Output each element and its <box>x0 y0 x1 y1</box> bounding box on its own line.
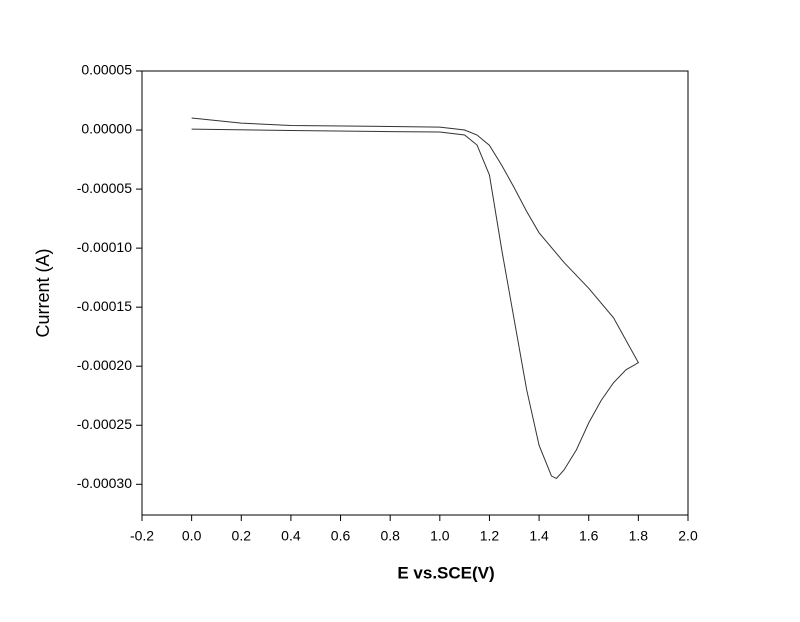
y-tick-label: 0.00000 <box>81 121 132 137</box>
x-tick-label: 1.6 <box>579 528 599 544</box>
x-tick-label: 1.0 <box>430 528 450 544</box>
x-tick-label: 0.6 <box>331 528 351 544</box>
x-axis-label: E vs.SCE(V) <box>397 563 494 582</box>
x-tick-label: 0.4 <box>281 528 301 544</box>
y-tick-label: -0.00010 <box>77 239 132 255</box>
y-tick-label: -0.00005 <box>77 180 132 196</box>
x-tick-label: 0.0 <box>182 528 202 544</box>
x-tick-label: 0.2 <box>232 528 252 544</box>
x-tick-label: 0.8 <box>380 528 400 544</box>
x-tick-label: 1.4 <box>529 528 549 544</box>
y-axis-label: Current (A) <box>33 248 53 337</box>
y-tick-label: -0.00025 <box>77 416 132 432</box>
y-tick-label: -0.00020 <box>77 357 132 373</box>
x-tick-label: 1.2 <box>480 528 500 544</box>
y-tick-label: -0.00030 <box>77 475 132 491</box>
data-line <box>191 117 640 480</box>
x-tick-label: -0.2 <box>130 528 154 544</box>
x-tick-label: 1.8 <box>629 528 649 544</box>
y-tick-label: -0.00015 <box>77 298 132 314</box>
x-tick-label: 2.0 <box>678 528 698 544</box>
y-tick-label: 0.00005 <box>81 62 132 78</box>
plot-frame <box>141 70 689 516</box>
